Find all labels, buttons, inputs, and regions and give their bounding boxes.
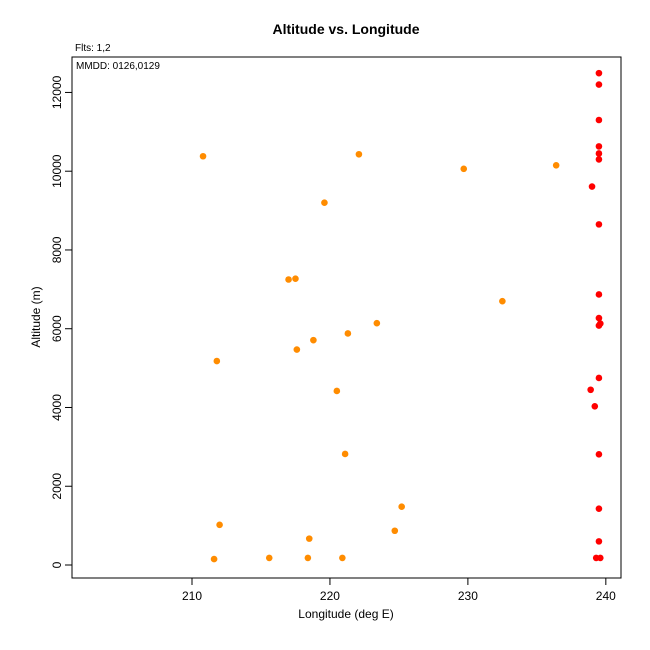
y-tick-label: 10000 bbox=[50, 154, 64, 188]
y-tick-label: 6000 bbox=[50, 315, 64, 342]
data-point bbox=[595, 451, 603, 458]
data-point bbox=[398, 503, 405, 511]
flights-annotation: Flts: 1,2 bbox=[75, 43, 111, 54]
data-point bbox=[210, 555, 218, 563]
y-tick-label: 12000 bbox=[50, 75, 64, 109]
data-point bbox=[265, 554, 273, 562]
data-points bbox=[199, 69, 604, 563]
data-point bbox=[321, 199, 328, 207]
x-axis: 210 220 230 240 bbox=[182, 577, 616, 603]
data-point bbox=[310, 336, 317, 344]
y-axis-label: Altitude (m) bbox=[29, 286, 43, 347]
data-point bbox=[595, 374, 603, 382]
data-point bbox=[305, 535, 313, 542]
x-tick-label: 230 bbox=[458, 589, 478, 603]
data-point bbox=[292, 275, 299, 283]
data-point bbox=[339, 554, 346, 562]
data-point bbox=[595, 505, 603, 512]
data-point bbox=[595, 156, 603, 163]
data-point bbox=[373, 319, 381, 327]
data-point bbox=[333, 387, 341, 395]
x-tick-label: 240 bbox=[596, 589, 616, 603]
data-point bbox=[595, 221, 603, 228]
data-point bbox=[216, 521, 223, 529]
data-point bbox=[595, 150, 603, 157]
y-tick-label: 4000 bbox=[50, 394, 64, 421]
data-point bbox=[213, 357, 221, 365]
y-tick-label: 8000 bbox=[50, 236, 64, 263]
data-point bbox=[391, 527, 399, 535]
data-point bbox=[588, 183, 596, 190]
data-point bbox=[591, 403, 599, 410]
data-point bbox=[595, 143, 603, 150]
x-tick-label: 210 bbox=[182, 589, 202, 603]
y-axis: 0 2000 4000 6000 8000 10000 12000 bbox=[50, 75, 73, 568]
data-point bbox=[595, 291, 603, 298]
data-point bbox=[460, 165, 468, 173]
x-tick-label: 220 bbox=[320, 589, 340, 603]
plot-frame bbox=[71, 56, 622, 579]
data-point bbox=[499, 297, 506, 305]
data-point bbox=[597, 554, 604, 562]
data-point bbox=[344, 330, 352, 337]
chart-title: Altitude vs. Longitude bbox=[273, 21, 420, 37]
data-point bbox=[595, 69, 603, 77]
dates-annotation: MMDD: 0126,0129 bbox=[76, 61, 160, 72]
data-point bbox=[595, 322, 603, 329]
y-tick-label: 0 bbox=[50, 561, 64, 568]
data-point bbox=[285, 276, 292, 283]
data-point bbox=[587, 386, 594, 394]
data-point bbox=[595, 116, 603, 124]
data-point bbox=[595, 81, 603, 88]
data-point bbox=[595, 538, 603, 545]
data-point bbox=[552, 161, 560, 169]
data-point bbox=[355, 150, 363, 158]
x-axis-label: Longitude (deg E) bbox=[298, 607, 393, 621]
data-point bbox=[341, 450, 349, 458]
data-point bbox=[293, 346, 301, 353]
data-point bbox=[304, 554, 312, 562]
data-point bbox=[199, 152, 207, 160]
y-tick-label: 2000 bbox=[50, 473, 64, 500]
data-point bbox=[595, 314, 603, 322]
